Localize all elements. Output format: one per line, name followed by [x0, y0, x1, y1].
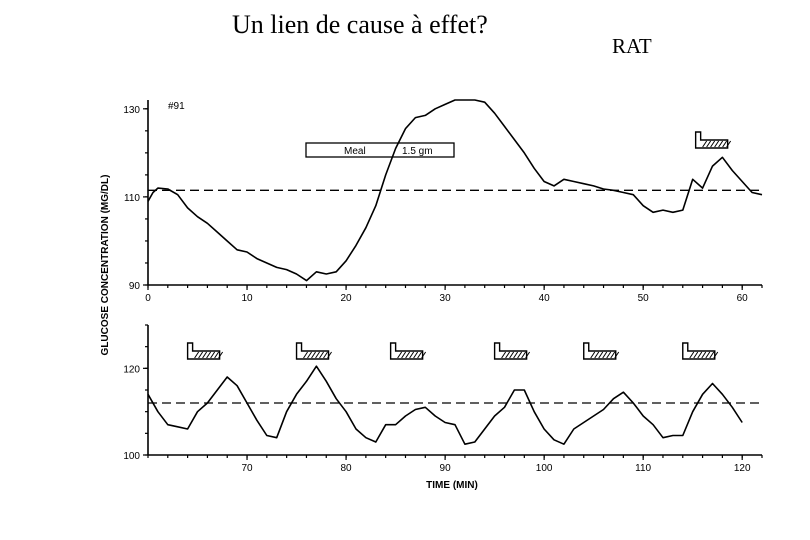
feed-marker-hatch	[501, 351, 507, 359]
feed-marker-outline	[583, 342, 617, 360]
panel1-x-tick-label: 10	[241, 293, 253, 304]
feed-marker-hatch	[722, 140, 728, 148]
feed-marker-hatch	[702, 140, 708, 148]
panel1-x-tick-label: 20	[341, 293, 353, 304]
feed-marker-hatch	[421, 351, 427, 359]
y-axis-label: GLUCOSE CONCENTRATION (MG/DL)	[100, 175, 111, 356]
panel2-x-tick-label: 70	[241, 463, 253, 474]
panel2-x-tick-label: 110	[635, 463, 651, 474]
feed-marker	[186, 342, 224, 360]
feed-marker-hatch	[697, 351, 703, 359]
panel2: 70 80 90 100 110 120 100 120	[123, 324, 763, 474]
feed-marker-hatch	[710, 140, 716, 148]
feed-marker-hatch	[202, 351, 208, 359]
feed-marker-hatch	[689, 351, 695, 359]
feed-marker-hatch	[610, 351, 616, 359]
panel2-x-tick-label: 90	[440, 463, 452, 474]
feed-marker-hatch	[311, 351, 316, 359]
panel1-x-tick-label: 0	[145, 293, 151, 304]
panel2-y-tick-label: 120	[123, 364, 140, 375]
feed-marker-outline	[682, 342, 716, 360]
slide-title: Un lien de cause à effet?	[232, 10, 488, 39]
feed-marker-hatch	[726, 140, 732, 148]
feed-marker-hatch	[409, 351, 415, 359]
feed-marker	[694, 131, 732, 149]
panel1-x-tick-label: 30	[440, 293, 452, 304]
feed-marker-outline	[694, 131, 729, 149]
feed-marker-hatch	[413, 351, 419, 359]
feed-marker-hatch	[525, 351, 531, 359]
panel1-x-tick-label: 40	[539, 293, 551, 304]
feed-marker-hatch	[693, 351, 699, 359]
panel2-x-tick-label: 100	[536, 463, 553, 474]
feed-marker-hatch	[602, 351, 608, 359]
panel1-glucose-series	[147, 99, 763, 282]
feed-marker-hatch	[198, 351, 204, 359]
feed-marker-outline	[186, 342, 221, 360]
feed-marker	[493, 342, 531, 360]
feed-marker-hatch	[701, 351, 707, 359]
feed-marker-hatch	[319, 351, 324, 359]
panel2-y-tick-label: 100	[123, 451, 140, 462]
feed-marker-hatch	[417, 351, 423, 359]
animal-id-label: #91	[168, 101, 185, 112]
feed-marker-hatch	[706, 140, 712, 148]
panel1-y-tick-label: 90	[129, 281, 141, 292]
feed-marker-hatch	[397, 351, 403, 359]
feed-marker-hatch	[614, 351, 620, 359]
feed-marker-hatch	[594, 351, 600, 359]
feed-marker-hatch	[598, 351, 604, 359]
feed-marker-hatch	[218, 351, 224, 359]
feed-marker-hatch	[327, 351, 332, 359]
panel2-x-tick-label: 80	[341, 463, 353, 474]
feed-marker	[295, 342, 332, 360]
feed-marker-hatch	[206, 351, 212, 359]
feed-marker-hatch	[405, 351, 411, 359]
panel1-y-tick-label: 130	[123, 105, 140, 116]
meal-label: Meal	[344, 146, 366, 157]
feed-marker-hatch	[521, 351, 527, 359]
feed-marker-hatch	[315, 351, 320, 359]
feed-marker-hatch	[513, 351, 519, 359]
feed-marker-hatch	[713, 351, 719, 359]
feed-marker-hatch	[323, 351, 328, 359]
feed-marker-hatch	[401, 351, 407, 359]
species-label: RAT	[612, 34, 652, 58]
feed-marker-hatch	[705, 351, 711, 359]
panel2-x-tick-label: 120	[734, 463, 751, 474]
feed-marker-outline	[389, 342, 424, 360]
feed-marker	[583, 342, 620, 360]
feed-marker-hatch	[590, 351, 596, 359]
feed-marker-hatch	[714, 140, 720, 148]
panel2-glucose-series	[147, 365, 743, 445]
feed-marker-hatch	[509, 351, 515, 359]
feed-marker-hatch	[718, 140, 724, 148]
feed-marker	[389, 342, 427, 360]
feed-marker-outline	[493, 342, 528, 360]
panel1-x-tick-label: 60	[737, 293, 749, 304]
feed-marker	[682, 342, 719, 360]
panel1: 0 10 20 30 40 50 60 90 110 130	[123, 99, 763, 304]
feed-marker-outline	[295, 342, 330, 360]
x-axis-label: TIME (MIN)	[426, 480, 478, 491]
feed-marker-hatch	[307, 351, 312, 359]
feed-marker-hatch	[303, 351, 308, 359]
feed-marker-hatch	[606, 351, 612, 359]
meal-amount: 1.5 gm	[402, 146, 433, 157]
meal-annotation: Meal 1.5 gm	[305, 142, 455, 158]
panel1-x-tick-label: 50	[638, 293, 650, 304]
feed-marker-hatch	[210, 351, 216, 359]
feed-marker-hatch	[214, 351, 220, 359]
feed-marker-hatch	[194, 351, 200, 359]
feed-marker-hatch	[517, 351, 523, 359]
meal-box	[305, 142, 455, 158]
feed-marker-hatch	[505, 351, 511, 359]
feed-marker-hatch	[709, 351, 715, 359]
panel1-y-tick-label: 110	[124, 193, 140, 204]
